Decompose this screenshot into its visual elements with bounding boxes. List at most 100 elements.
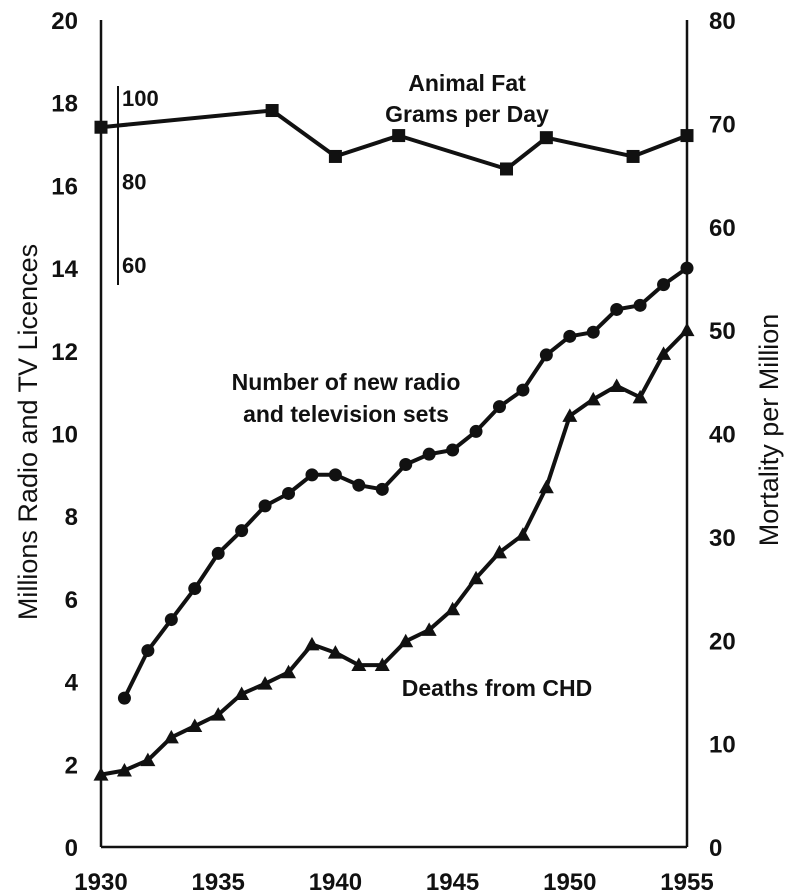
radio-tv-point: [282, 486, 296, 500]
radio-tv-point: [188, 582, 202, 596]
radio-tv-point: [164, 613, 178, 627]
radio-tv-line: [122, 266, 689, 699]
chd-deaths-point: [679, 322, 695, 337]
chd-deaths-point: [374, 657, 390, 672]
radio-tv-point: [633, 298, 647, 312]
radio-tv-point: [563, 329, 577, 343]
y-tick-label-left: 10: [51, 422, 78, 449]
chd-deaths-point: [210, 707, 226, 721]
y-axis-left-title: Millions Radio and TV Licences: [13, 244, 43, 620]
chd-deaths-point: [281, 664, 297, 679]
y-tick-label-left: 4: [65, 670, 79, 697]
radio-tv-point: [141, 644, 155, 658]
y-tick-label-left: 14: [51, 256, 78, 283]
animal-fat-point: [500, 162, 514, 176]
chd-deaths-point: [538, 479, 554, 494]
chd-deaths-point: [93, 767, 109, 781]
chd-deaths-point: [656, 346, 672, 360]
y-tick-label-left: 18: [51, 91, 78, 118]
chd-deaths-point: [257, 676, 273, 690]
animal-fat-point: [626, 149, 640, 163]
fat-scale-tick-label: 100: [122, 86, 159, 111]
y-tick-label-left: 16: [51, 173, 78, 200]
axes: [99, 20, 689, 849]
animal-fat-point: [392, 129, 406, 143]
radio-tv-point: [657, 278, 671, 292]
annotation-radio-line2: and television sets: [243, 401, 449, 427]
x-tick-label: 1945: [426, 869, 479, 896]
y-axis-right-title: Mortality per Million: [754, 314, 784, 547]
animal-fat-point: [680, 129, 694, 143]
chd-deaths-point: [116, 763, 132, 777]
chd-deaths-point: [515, 527, 531, 541]
chd-deaths-point: [421, 622, 437, 636]
chd-deaths-point: [398, 633, 414, 648]
radio-tv-point: [516, 383, 530, 397]
radio-tv-point: [610, 302, 624, 316]
y-tick-label-right: 70: [709, 111, 736, 138]
radio-tv-point: [235, 524, 249, 538]
animal-fat-line: [100, 108, 688, 171]
chd-deaths-point: [632, 389, 648, 404]
y-tick-label-left: 8: [65, 504, 78, 531]
animal-fat-point: [265, 104, 279, 118]
chd-deaths-point: [187, 718, 203, 733]
radio-tv-point: [469, 424, 483, 438]
radio-tv-point: [422, 447, 436, 461]
annotation-animal-fat-line1: Animal Fat: [408, 70, 526, 96]
radio-tv-point: [258, 499, 272, 513]
y-tick-label-right: 20: [709, 628, 736, 655]
radio-tv-point: [117, 691, 131, 705]
radio-tv-point: [446, 443, 460, 457]
x-tick-label: 1940: [309, 869, 362, 896]
animal-fat-point: [94, 120, 108, 134]
radio-tv-point: [680, 261, 694, 275]
chd-deaths-point: [468, 570, 484, 585]
y-tick-label-right: 80: [709, 8, 736, 35]
radio-tv-point: [211, 546, 225, 560]
radio-tv-point: [586, 325, 600, 339]
radio-tv-point: [328, 468, 342, 482]
chd-deaths-point: [445, 601, 461, 616]
animal-fat-point: [328, 149, 342, 163]
y-tick-label-left: 6: [65, 587, 78, 614]
x-tick-label: 1935: [192, 869, 245, 896]
y-tick-label-left: 12: [51, 339, 78, 366]
radio-tv-point: [539, 348, 553, 362]
chd-deaths-point: [491, 544, 507, 559]
y-tick-label-right: 40: [709, 422, 736, 449]
annotation-chd: Deaths from CHD: [402, 675, 592, 701]
x-tick-label: 1955: [660, 869, 713, 896]
fat-scale-tick-label: 80: [122, 170, 146, 195]
y-tick-label-right: 60: [709, 215, 736, 242]
chd-deaths-point: [327, 645, 343, 659]
annotation-animal-fat-line2: Grams per Day: [385, 101, 549, 127]
chd-deaths-point: [585, 391, 601, 406]
y-tick-label-right: 30: [709, 525, 736, 552]
x-tick-label: 1930: [74, 869, 127, 896]
y-tick-label-right: 0: [709, 835, 722, 862]
annotation-radio-line1: Number of new radio: [232, 369, 461, 395]
chd-deaths-point: [140, 752, 156, 767]
radio-tv-point: [352, 478, 366, 492]
chd-deaths-point: [234, 686, 250, 701]
y-tick-label-right: 10: [709, 732, 736, 759]
radio-tv-point: [305, 468, 319, 482]
x-tick-label: 1950: [543, 869, 596, 896]
chd-deaths-point: [609, 378, 625, 392]
fat-scale-tick-label: 60: [122, 253, 146, 278]
animal-fat-scale: 100 80 60: [117, 86, 159, 285]
y-tick-label-right: 50: [709, 318, 736, 345]
chd-deaths-point: [304, 636, 320, 651]
chd-deaths-point: [562, 408, 578, 422]
radio-tv-point: [492, 400, 506, 414]
chd-deaths-point: [351, 657, 367, 672]
chd-deaths-point: [163, 729, 179, 744]
y-tick-label-left: 20: [51, 8, 78, 35]
y-tick-label-left: 2: [65, 752, 78, 779]
radio-tv-point: [399, 458, 413, 472]
y-tick-label-left: 0: [65, 835, 78, 862]
animal-fat-point: [539, 131, 553, 145]
chd-deaths-line: [100, 328, 689, 777]
